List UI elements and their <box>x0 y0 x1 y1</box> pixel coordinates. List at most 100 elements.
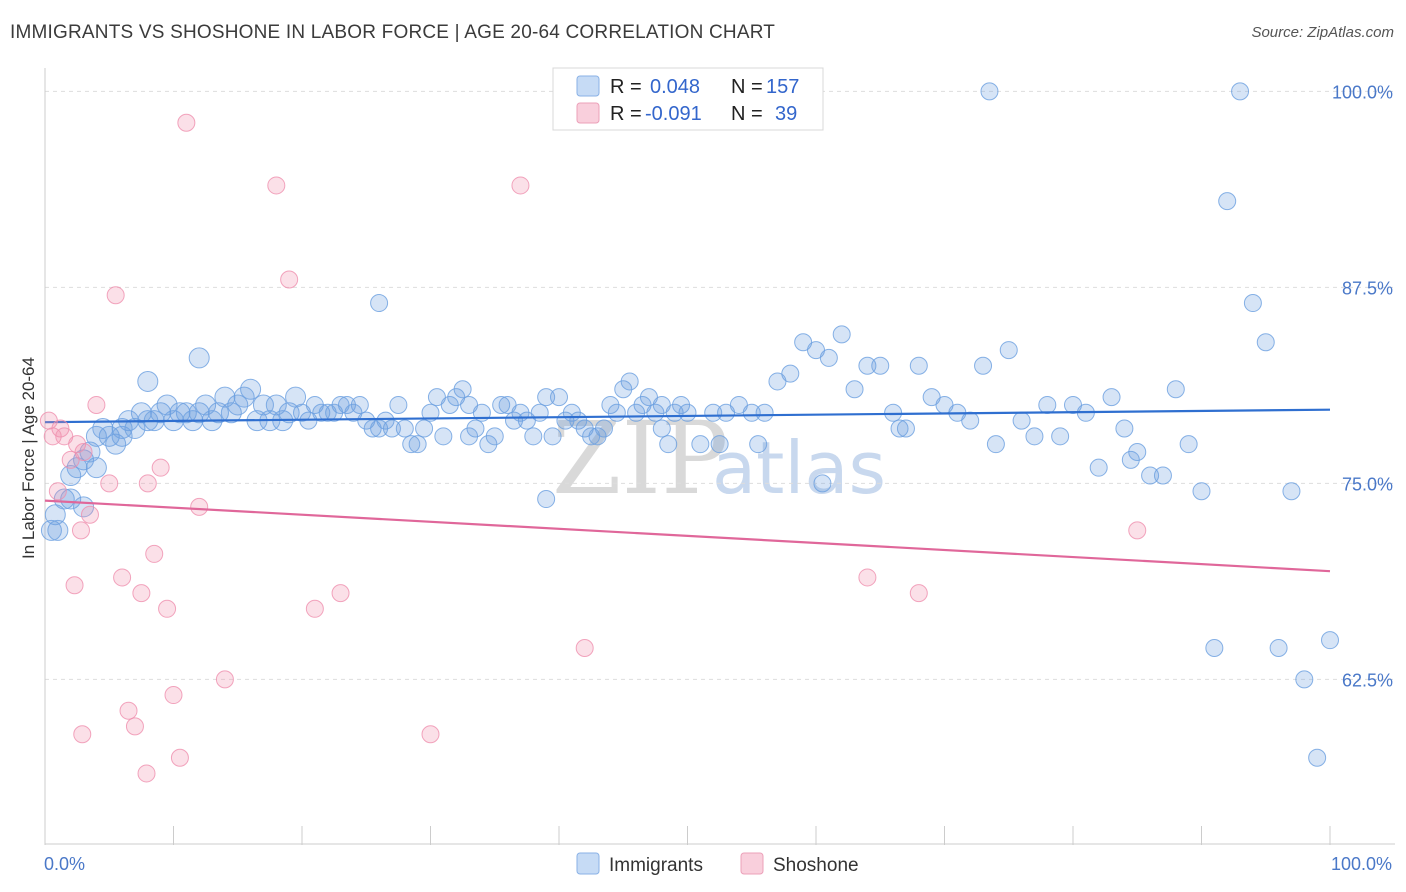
point-immigrants <box>188 347 210 369</box>
legend-n-value-shoshone: 39 <box>775 103 797 125</box>
y-tick-label: 62.5% <box>1342 670 1393 690</box>
watermark-zip: ZIP <box>552 400 728 517</box>
point-immigrants <box>543 427 562 446</box>
point-immigrants <box>195 394 217 416</box>
point-shoshone <box>909 584 928 603</box>
point-immigrants <box>832 325 851 344</box>
legend-n-label-shoshone: N = <box>731 103 763 125</box>
point-shoshone <box>151 458 170 477</box>
point-immigrants <box>1192 482 1211 501</box>
point-immigrants <box>1089 458 1108 477</box>
legend-r-value-immigrants: 0.048 <box>650 76 700 98</box>
point-immigrants <box>524 427 543 446</box>
point-immigrants <box>1141 466 1160 485</box>
point-immigrants <box>1051 427 1070 446</box>
y-tick-label: 75.0% <box>1342 474 1393 494</box>
point-immigrants <box>1166 380 1185 399</box>
point-immigrants <box>1025 427 1044 446</box>
bottom-legend: Immigrants Shoshone <box>576 852 859 876</box>
point-immigrants <box>749 435 768 454</box>
point-immigrants <box>169 402 191 424</box>
watermark-atlas: atlas <box>712 426 886 510</box>
point-immigrants <box>434 427 453 446</box>
point-immigrants <box>858 356 877 375</box>
point-immigrants <box>890 419 909 438</box>
point-immigrants <box>742 403 761 422</box>
point-shoshone <box>65 576 84 595</box>
point-immigrants <box>1012 411 1031 430</box>
point-immigrants <box>1321 631 1339 650</box>
point-immigrants <box>453 380 472 399</box>
chart-title: IMMIGRANTS VS SHOSHONE IN LABOR FORCE | … <box>10 22 776 43</box>
point-immigrants <box>137 370 159 392</box>
point-immigrants <box>1102 388 1121 407</box>
point-immigrants <box>704 403 723 422</box>
point-immigrants <box>1231 82 1250 101</box>
y-tick-label: 87.5% <box>1342 278 1393 298</box>
point-immigrants <box>40 519 62 541</box>
point-shoshone <box>215 670 234 689</box>
point-immigrants <box>156 394 178 416</box>
point-shoshone <box>305 599 324 618</box>
point-immigrants <box>402 435 421 454</box>
point-immigrants <box>986 435 1005 454</box>
point-shoshone <box>51 419 70 438</box>
point-immigrants <box>813 474 832 493</box>
point-immigrants <box>974 356 993 375</box>
point-immigrants <box>44 504 66 526</box>
bottom-legend-label-shoshone: Shoshone <box>773 855 859 876</box>
point-immigrants <box>530 403 549 422</box>
legend-n-label-immigrants: N = <box>731 76 763 98</box>
point-shoshone <box>158 599 177 618</box>
point-immigrants <box>819 348 838 367</box>
point-shoshone <box>421 725 440 744</box>
point-immigrants <box>678 403 697 422</box>
legend-n-value-immigrants: 157 <box>766 76 799 98</box>
point-immigrants <box>370 294 389 313</box>
point-immigrants <box>111 425 133 447</box>
point-shoshone <box>280 270 299 289</box>
point-immigrants <box>214 386 236 408</box>
point-immigrants <box>871 356 890 375</box>
point-immigrants <box>537 388 556 407</box>
point-shoshone <box>138 474 157 493</box>
point-immigrants <box>999 341 1018 360</box>
point-shoshone <box>87 395 106 414</box>
bottom-legend-swatch-immigrants <box>576 852 600 875</box>
legend-swatch-shoshone <box>576 102 600 124</box>
point-immigrants <box>350 395 369 414</box>
point-shoshone <box>132 584 151 603</box>
point-immigrants <box>124 417 146 439</box>
point-immigrants <box>755 403 774 422</box>
point-immigrants <box>492 395 511 414</box>
point-immigrants <box>781 364 800 383</box>
point-immigrants <box>265 394 287 416</box>
legend-r-label-immigrants: R = <box>610 76 642 98</box>
point-immigrants <box>652 419 671 438</box>
point-immigrants <box>252 394 274 416</box>
point-immigrants <box>1121 450 1140 469</box>
point-immigrants <box>1269 639 1288 657</box>
point-immigrants <box>1256 333 1275 352</box>
point-immigrants <box>207 402 229 424</box>
point-immigrants <box>1308 748 1327 767</box>
point-immigrants <box>620 372 639 391</box>
point-immigrants <box>1282 482 1301 501</box>
point-immigrants <box>1038 395 1057 414</box>
point-immigrants <box>1115 419 1134 438</box>
point-immigrants <box>1295 670 1314 689</box>
point-immigrants <box>710 435 729 454</box>
point-immigrants <box>1218 192 1237 211</box>
trendline-shoshone <box>44 499 1331 573</box>
point-immigrants <box>312 403 331 422</box>
axes <box>44 68 1395 845</box>
point-shoshone <box>80 505 99 524</box>
legend: R = 0.048 N = 157 R = -0.091 N = 39 <box>552 67 824 131</box>
point-shoshone <box>125 717 144 736</box>
point-shoshone <box>331 584 350 603</box>
source-label: Source: ZipAtlas.com <box>1251 24 1394 41</box>
point-immigrants <box>896 419 915 438</box>
point-immigrants <box>1205 639 1224 657</box>
point-shoshone <box>170 748 189 767</box>
